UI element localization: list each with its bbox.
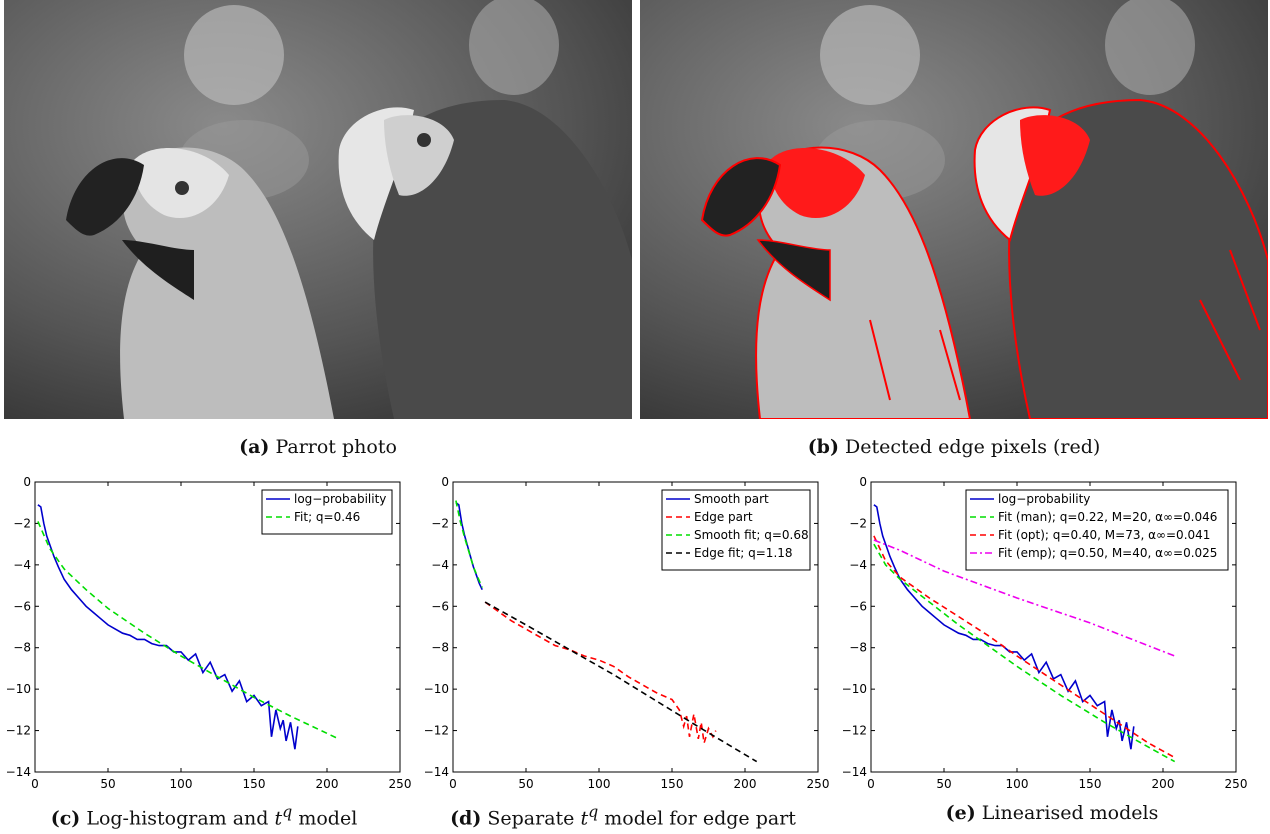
x-tick-label: 200 xyxy=(316,777,339,791)
y-tick-label: 0 xyxy=(23,475,31,489)
x-tick-label: 0 xyxy=(31,777,39,791)
chart-c: 0 50 100 150 200 250 0 −2 −4 −6 −8 −10 −12 −14 log−pro… xyxy=(0,472,420,798)
caption-a: (a) Parrot photo xyxy=(239,436,397,458)
x-tick-label: 200 xyxy=(1152,777,1175,791)
caption-a-text: Parrot photo xyxy=(275,436,397,458)
series-line-1 xyxy=(484,601,717,744)
detected-edges-graphic xyxy=(640,0,1268,419)
x-tick-label: 150 xyxy=(661,777,684,791)
legend-entry: Fit; q=0.46 xyxy=(294,510,360,524)
y-tick-label: −8 xyxy=(849,641,867,655)
series-line-1 xyxy=(873,543,1176,763)
y-tick-label: −14 xyxy=(424,765,449,779)
legend-entry: Edge fit; q=1.18 xyxy=(694,546,793,560)
y-tick-label: 0 xyxy=(859,475,867,489)
series-line-2 xyxy=(455,500,483,588)
x-tick-label: 100 xyxy=(1006,777,1029,791)
parrot-photo-graphic xyxy=(4,0,632,419)
legend-entry: Smooth part xyxy=(694,492,769,506)
legend-entry: log−probability xyxy=(998,492,1090,506)
chart-d-svg: 0 50 100 150 200 250 0 −2 −4 −6 −8 −10 −12 −14 Smooth … xyxy=(424,475,830,791)
y-tick-label: −8 xyxy=(13,641,31,655)
y-tick-label: −6 xyxy=(13,599,31,613)
caption-c: (c) Log-histogram and tq model xyxy=(51,802,358,829)
caption-c-q: q xyxy=(282,802,293,821)
chart-e-axes-box xyxy=(870,481,1237,773)
series-line-3 xyxy=(873,539,1175,657)
chart-e-svg: 0 50 100 150 200 250 0 −2 −4 −6 −8 −10 −12 −14 log−pro… xyxy=(842,475,1248,791)
legend-entry: Fit (man); q=0.22, M=20, α∞=0.046 xyxy=(998,510,1217,524)
chart-c-axes-box xyxy=(34,481,401,773)
y-tick-label: 0 xyxy=(441,475,449,489)
caption-d-t: t xyxy=(580,807,589,830)
x-tick-label: 150 xyxy=(243,777,266,791)
x-tick-label: 0 xyxy=(449,777,457,791)
series-line-0 xyxy=(37,504,299,750)
legend-entry: Fit (emp); q=0.50, M=40, α∞=0.025 xyxy=(998,546,1217,560)
y-tick-label: −2 xyxy=(13,516,31,530)
x-tick-label: 50 xyxy=(518,777,533,791)
caption-b-text: Detected edge pixels (red) xyxy=(845,436,1101,458)
chart-e: 0 50 100 150 200 250 0 −2 −4 −6 −8 −10 −12 −14 log−pro… xyxy=(836,472,1256,798)
y-tick-label: −4 xyxy=(13,558,31,572)
caption-d-text-pre: Separate xyxy=(487,807,581,830)
y-tick-label: −2 xyxy=(431,516,449,530)
y-tick-label: −10 xyxy=(842,682,867,696)
legend-box xyxy=(261,489,393,535)
series-line-1 xyxy=(37,521,340,740)
x-tick-label: 100 xyxy=(588,777,611,791)
y-tick-label: −12 xyxy=(842,724,867,738)
caption-e: (e) Linearised models xyxy=(946,802,1159,824)
caption-e-text: Linearised models xyxy=(981,802,1159,824)
caption-d: (d) Separate tq model for edge part xyxy=(450,802,796,829)
caption-c-t: t xyxy=(274,807,283,830)
caption-b-label: (b) xyxy=(807,436,839,458)
chart-d: 0 50 100 150 200 250 0 −2 −4 −6 −8 −10 −12 −14 Smooth … xyxy=(418,472,838,798)
y-tick-label: −12 xyxy=(424,724,449,738)
legend-box xyxy=(965,489,1229,571)
caption-d-text-post: model for edge part xyxy=(598,807,796,830)
caption-c-text-pre: Log-histogram and xyxy=(86,807,275,830)
y-tick-label: −2 xyxy=(849,516,867,530)
caption-d-label: (d) xyxy=(450,807,482,830)
caption-c-text-post: model xyxy=(292,807,358,830)
legend-entry: Fit (opt); q=0.40, M=73, α∞=0.041 xyxy=(998,528,1210,542)
caption-a-label: (a) xyxy=(239,436,270,458)
series-line-0 xyxy=(873,504,1135,750)
y-tick-label: −14 xyxy=(6,765,31,779)
caption-d-q: q xyxy=(588,802,599,821)
y-tick-label: −12 xyxy=(6,724,31,738)
x-tick-label: 50 xyxy=(100,777,115,791)
x-tick-label: 200 xyxy=(734,777,757,791)
y-tick-label: −6 xyxy=(849,599,867,613)
y-tick-label: −10 xyxy=(424,682,449,696)
y-tick-label: −4 xyxy=(849,558,867,572)
y-tick-label: −4 xyxy=(431,558,449,572)
detected-edges-photo xyxy=(640,0,1268,419)
legend-entry: log−probability xyxy=(294,492,386,506)
caption-c-label: (c) xyxy=(50,807,81,830)
legend-entry: Edge part xyxy=(694,510,753,524)
y-tick-label: −8 xyxy=(431,641,449,655)
legend-box xyxy=(661,489,811,571)
chart-c-svg: 0 50 100 150 200 250 0 −2 −4 −6 −8 −10 −12 −14 log−pro… xyxy=(6,475,412,791)
x-tick-label: 250 xyxy=(389,777,412,791)
caption-e-label: (e) xyxy=(945,802,976,824)
x-tick-label: 50 xyxy=(936,777,951,791)
chart-d-axes-box xyxy=(452,481,819,773)
x-tick-label: 150 xyxy=(1079,777,1102,791)
y-tick-label: −6 xyxy=(431,599,449,613)
caption-b: (b) Detected edge pixels (red) xyxy=(808,436,1101,458)
parrot-photo xyxy=(4,0,632,419)
legend-entry: Smooth fit; q=0.68 xyxy=(694,528,809,542)
x-tick-label: 250 xyxy=(1225,777,1248,791)
series-line-3 xyxy=(484,601,758,763)
x-tick-label: 250 xyxy=(807,777,830,791)
y-tick-label: −14 xyxy=(842,765,867,779)
x-tick-label: 0 xyxy=(867,777,875,791)
x-tick-label: 100 xyxy=(170,777,193,791)
y-tick-label: −10 xyxy=(6,682,31,696)
series-line-2 xyxy=(873,535,1176,759)
